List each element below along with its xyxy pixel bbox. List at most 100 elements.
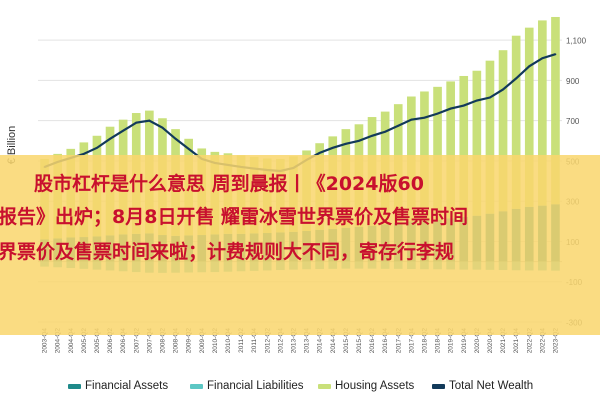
- x-tick-label: 2004-Q2: [55, 328, 62, 354]
- point-total-net-wealth: [161, 126, 164, 129]
- x-tick-label: 2013-Q4: [304, 328, 311, 354]
- x-tick-label: 2006-Q4: [120, 328, 127, 354]
- point-total-net-wealth: [528, 65, 531, 68]
- x-tick-label: 2007-Q2: [133, 328, 140, 354]
- point-total-net-wealth: [515, 77, 518, 80]
- legend-item-financial-liabilities: Financial Liabilities: [190, 378, 304, 394]
- legend-item-total-net-wealth: Total Net Wealth: [432, 378, 533, 394]
- x-tick-label: 2022-Q2: [526, 328, 533, 354]
- bar-housing-assets: [459, 75, 469, 217]
- point-total-net-wealth: [462, 104, 465, 107]
- legend: Financial Assets Financial Liabilities H…: [0, 378, 600, 394]
- legend-swatch: [318, 383, 331, 389]
- x-tick-label: 2022-Q4: [539, 328, 546, 354]
- x-tick-label: 2015-Q2: [343, 328, 350, 354]
- legend-item-financial-assets: Financial Assets: [68, 378, 168, 394]
- point-total-net-wealth: [371, 134, 373, 137]
- x-tick-label: 2017-Q2: [395, 328, 402, 354]
- point-total-net-wealth: [122, 129, 125, 132]
- x-tick-label: 2020-Q2: [474, 328, 481, 354]
- x-tick-label: 2023-Q2: [552, 328, 559, 354]
- point-total-net-wealth: [135, 121, 138, 124]
- x-tick-label: 2004-Q4: [68, 328, 75, 354]
- legend-swatch: [68, 383, 81, 389]
- point-total-net-wealth: [541, 57, 544, 60]
- point-total-net-wealth: [449, 107, 452, 110]
- x-tick-label: 2008-Q2: [159, 328, 166, 354]
- bar-housing-assets: [538, 20, 547, 206]
- point-total-net-wealth: [344, 142, 347, 145]
- x-tick-label: 2020-Q4: [487, 328, 494, 354]
- x-tick-label: 2015-Q4: [356, 328, 363, 354]
- bar-housing-assets: [446, 81, 455, 219]
- x-tick-label: 2016-Q2: [369, 328, 376, 354]
- x-tick-label: 2019-Q4: [461, 328, 468, 354]
- overlay-headline-line-3: 界票价及售票时间来啦；计费规则大不同，寄存行李规: [0, 241, 455, 263]
- x-tick-label: 2011-Q4: [251, 328, 258, 353]
- x-tick-label: 2021-Q2: [500, 328, 507, 354]
- point-total-net-wealth: [502, 88, 504, 91]
- point-total-net-wealth: [554, 53, 557, 56]
- legend-label: Financial Assets: [85, 380, 169, 392]
- point-total-net-wealth: [96, 146, 98, 149]
- point-total-net-wealth: [109, 137, 111, 140]
- x-tick-label: 2008-Q4: [173, 328, 180, 354]
- y-tick-label: 900: [566, 77, 580, 86]
- legend-label: Financial Liabilities: [207, 380, 304, 392]
- x-tick-label: 2019-Q2: [448, 328, 455, 354]
- legend-swatch: [190, 383, 203, 389]
- x-tick-labels: 2003-Q4 2004-Q2 2004-Q4 2005-Q2 2005-Q4 2006-…: [42, 328, 560, 354]
- point-total-net-wealth: [148, 119, 151, 122]
- x-tick-label: 2005-Q2: [81, 328, 88, 354]
- bar-housing-assets: [433, 86, 442, 220]
- x-tick-label: 2018-Q4: [435, 328, 442, 354]
- overlay-headline-line-1: 股市杠杆是什么意思 周到晨报丨《2024版60: [34, 173, 424, 195]
- x-tick-label: 2017-Q4: [408, 328, 415, 354]
- x-tick-label: 2012-Q4: [277, 328, 284, 354]
- point-total-net-wealth: [174, 137, 177, 140]
- y-axis-label: € Billion: [6, 126, 18, 165]
- legend-label: Total Net Wealth: [449, 380, 534, 392]
- y-tick-label: 1,100: [566, 37, 587, 46]
- point-total-net-wealth: [187, 147, 190, 150]
- point-total-net-wealth: [82, 152, 85, 155]
- point-total-net-wealth: [436, 112, 439, 115]
- x-tick-label: 2009-Q2: [186, 328, 193, 354]
- bar-housing-assets: [524, 27, 534, 207]
- y-tick-label: 700: [566, 117, 580, 126]
- point-total-net-wealth: [318, 151, 321, 154]
- bar-housing-assets: [472, 70, 482, 216]
- point-total-net-wealth: [410, 118, 413, 121]
- x-tick-label: 2010-Q4: [225, 328, 232, 354]
- legend-swatch: [432, 383, 445, 389]
- x-tick-label: 2007-Q4: [146, 328, 153, 354]
- x-tick-label: 2014-Q2: [317, 328, 324, 354]
- point-total-net-wealth: [423, 116, 426, 119]
- bar-housing-assets: [498, 50, 508, 212]
- x-tick-label: 2018-Q2: [421, 328, 428, 354]
- point-total-net-wealth: [331, 146, 334, 149]
- point-total-net-wealth: [358, 139, 360, 142]
- legend-label: Housing Assets: [335, 380, 415, 392]
- x-tick-label: 2012-Q2: [264, 328, 271, 354]
- x-tick-label: 2009-Q4: [199, 328, 206, 354]
- bar-housing-assets: [511, 35, 521, 209]
- x-tick-label: 2014-Q4: [330, 328, 337, 354]
- point-total-net-wealth: [475, 99, 478, 102]
- x-tick-label: 2011-Q2: [238, 328, 245, 353]
- bar-housing-assets: [551, 16, 560, 205]
- x-tick-label: 2013-Q2: [290, 328, 297, 354]
- x-tick-label: 2021-Q4: [513, 328, 520, 354]
- x-tick-label: 2010-Q2: [212, 328, 219, 354]
- point-total-net-wealth: [384, 130, 387, 133]
- point-total-net-wealth: [397, 124, 400, 127]
- x-tick-label: 2006-Q2: [107, 328, 114, 354]
- legend-item-housing-assets: Housing Assets: [318, 378, 414, 394]
- x-tick-label: 2003-Q4: [42, 328, 49, 354]
- overlay-banner: [0, 155, 600, 335]
- point-total-net-wealth: [489, 96, 491, 99]
- overlay-headline-line-2: 报告》出炉；8月8日开售 耀雷冰雪世界票价及售票时间: [0, 206, 469, 228]
- x-tick-label: 2016-Q4: [382, 328, 389, 354]
- x-tick-label: 2005-Q4: [94, 328, 101, 354]
- bar-housing-assets: [485, 60, 495, 214]
